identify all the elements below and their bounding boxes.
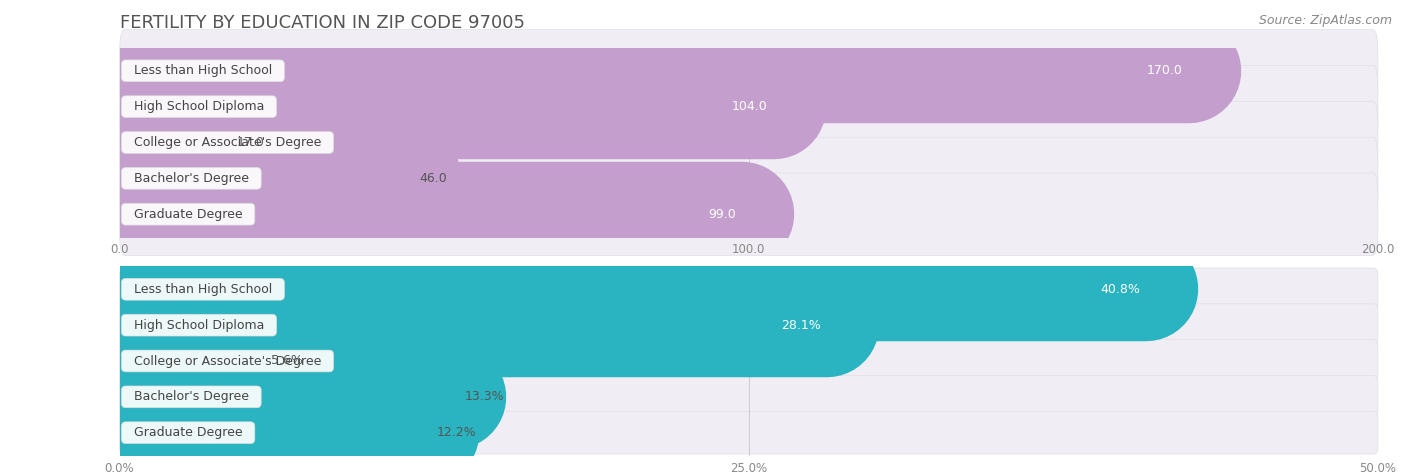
Text: 5.6%: 5.6% xyxy=(270,354,302,368)
Text: 46.0: 46.0 xyxy=(419,172,447,185)
FancyBboxPatch shape xyxy=(120,29,1378,112)
Text: FERTILITY BY EDUCATION IN ZIP CODE 97005: FERTILITY BY EDUCATION IN ZIP CODE 97005 xyxy=(120,14,524,32)
Text: 12.2%: 12.2% xyxy=(437,426,477,439)
FancyBboxPatch shape xyxy=(120,66,1378,148)
Text: College or Associate's Degree: College or Associate's Degree xyxy=(125,136,329,149)
FancyBboxPatch shape xyxy=(120,137,1378,219)
Text: 17.0: 17.0 xyxy=(236,136,264,149)
Text: 99.0: 99.0 xyxy=(709,208,737,221)
Text: Less than High School: Less than High School xyxy=(125,283,280,296)
Text: Bachelor's Degree: Bachelor's Degree xyxy=(125,172,257,185)
Text: 104.0: 104.0 xyxy=(731,100,768,113)
Text: Less than High School: Less than High School xyxy=(125,64,280,77)
FancyBboxPatch shape xyxy=(120,173,1378,256)
FancyBboxPatch shape xyxy=(120,340,1378,382)
Text: 170.0: 170.0 xyxy=(1147,64,1182,77)
Text: 40.8%: 40.8% xyxy=(1099,283,1140,296)
FancyBboxPatch shape xyxy=(120,304,1378,346)
FancyBboxPatch shape xyxy=(120,101,1378,184)
Text: Graduate Degree: Graduate Degree xyxy=(125,208,250,221)
Text: High School Diploma: High School Diploma xyxy=(125,319,273,332)
Text: College or Associate's Degree: College or Associate's Degree xyxy=(125,354,329,368)
Text: Graduate Degree: Graduate Degree xyxy=(125,426,250,439)
FancyBboxPatch shape xyxy=(120,411,1378,454)
Text: 28.1%: 28.1% xyxy=(780,319,821,332)
FancyBboxPatch shape xyxy=(120,268,1378,311)
FancyBboxPatch shape xyxy=(120,376,1378,418)
Text: Bachelor's Degree: Bachelor's Degree xyxy=(125,390,257,403)
Text: High School Diploma: High School Diploma xyxy=(125,100,273,113)
Text: Source: ZipAtlas.com: Source: ZipAtlas.com xyxy=(1258,14,1392,27)
Text: 13.3%: 13.3% xyxy=(464,390,503,403)
